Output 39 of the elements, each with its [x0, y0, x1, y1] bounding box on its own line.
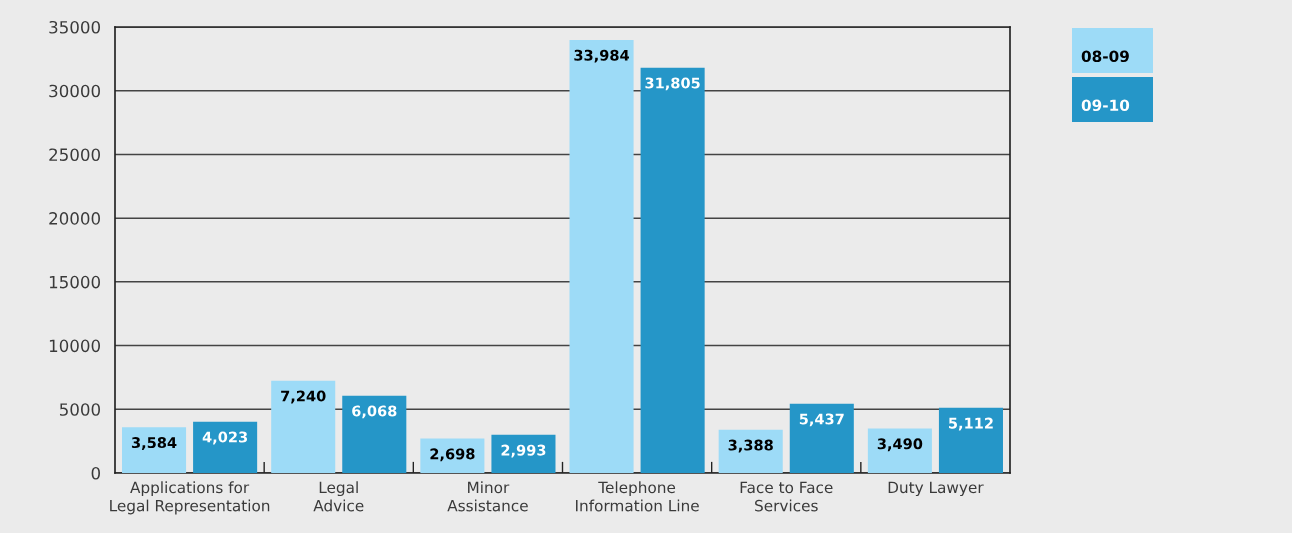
data-label: 33,984 — [574, 49, 630, 63]
x-tick-label: Applications for Legal Representation — [110, 481, 270, 515]
y-tick-label: 30000 — [49, 84, 100, 98]
x-tick-label: Legal Advice — [313, 481, 364, 512]
bar — [718, 429, 783, 473]
bar — [491, 434, 556, 473]
y-tick-label: 15000 — [49, 275, 100, 289]
x-tick-label: Duty Lawyer — [888, 481, 984, 497]
bar — [640, 67, 705, 473]
x-tick-label: Minor Assistance — [447, 481, 528, 512]
bar — [789, 403, 854, 473]
x-tick-label: Face to Face Services — [740, 481, 833, 512]
bar — [342, 395, 407, 473]
bar — [938, 407, 1003, 473]
data-label: 6,068 — [352, 405, 397, 419]
y-tick-label: 20000 — [49, 212, 100, 225]
data-label: 2,698 — [430, 448, 475, 462]
bar — [193, 421, 258, 473]
bar — [271, 380, 336, 473]
y-tick-label: 0 — [91, 466, 100, 480]
text: 08-09 — [1081, 50, 1129, 63]
bar — [569, 39, 634, 473]
data-label: 5,112 — [949, 417, 993, 431]
data-label: 3,490 — [877, 438, 923, 452]
data-label: 3,388 — [728, 439, 773, 453]
y-tick-label: 35000 — [49, 20, 100, 34]
data-label: 4,023 — [202, 431, 248, 445]
y-tick-label: 25000 — [49, 148, 100, 161]
bar — [867, 428, 932, 473]
y-tick-label: 5000 — [59, 403, 100, 416]
data-label: 7,240 — [281, 390, 326, 404]
data-label: 2,993 — [501, 444, 546, 458]
data-label: 3,584 — [131, 437, 177, 450]
x-tick-label: Telephone Information Line — [576, 481, 699, 512]
bar — [122, 427, 187, 473]
y-tick-label: 10000 — [49, 339, 100, 353]
text: 09-10 — [1081, 99, 1130, 112]
data-label: 31,805 — [645, 77, 700, 91]
data-label: 5,437 — [799, 413, 844, 427]
